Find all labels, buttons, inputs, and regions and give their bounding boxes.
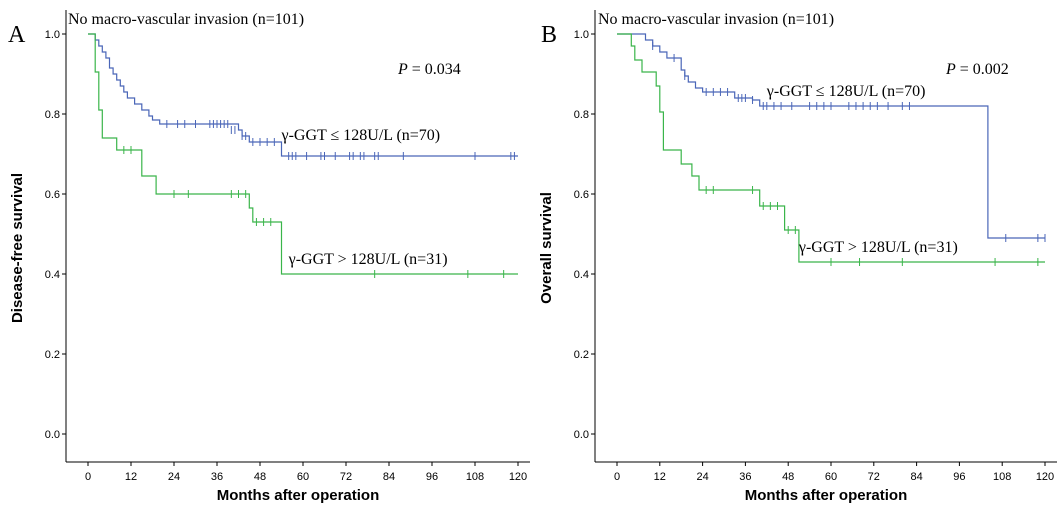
y-axis-title: Overall survival xyxy=(538,192,555,304)
panel-letter: A xyxy=(8,22,26,48)
x-tick-label: 24 xyxy=(168,471,180,483)
series-low-ggt: γ-GGT ≤ 128U/L (n=70) xyxy=(617,33,1046,242)
series-label: γ-GGT > 128U/L (n=31) xyxy=(288,251,448,268)
x-tick-label: 120 xyxy=(509,471,527,483)
x-tick-label: 84 xyxy=(910,471,922,483)
y-tick-label: 0.4 xyxy=(45,269,60,281)
chart-title: No macro-vascular invasion (n=101) xyxy=(598,11,834,28)
y-tick-label: 0.4 xyxy=(574,269,589,281)
y-tick-label: 0.0 xyxy=(574,429,589,441)
series-label: γ-GGT ≤ 128U/L (n=70) xyxy=(281,127,441,144)
x-tick-label: 96 xyxy=(953,471,965,483)
y-tick-label: 0.6 xyxy=(574,189,589,201)
p-value-text: = 0.034 xyxy=(412,61,461,78)
y-tick-label: 0.6 xyxy=(45,189,60,201)
y-tick-label: 0.8 xyxy=(45,109,60,121)
x-tick-label: 12 xyxy=(125,471,137,483)
x-tick-label: 84 xyxy=(383,471,395,483)
y-tick-label: 0.2 xyxy=(45,349,60,361)
x-axis-title: Months after operation xyxy=(745,487,908,504)
x-tick-label: 72 xyxy=(340,471,352,483)
series-label: γ-GGT > 128U/L (n=31) xyxy=(798,239,958,256)
x-tick-label: 72 xyxy=(868,471,880,483)
series-label: γ-GGT ≤ 128U/L (n=70) xyxy=(766,83,926,100)
p-value-label: P = 0.002 xyxy=(945,61,1009,78)
panel-b: 0.0 0.2 0.4 0.6 0.8 1.0 0 12 24 36 48 60 72 84 96 108 12… xyxy=(538,10,1057,504)
survival-curve xyxy=(88,33,518,157)
p-value-text: = 0.002 xyxy=(960,61,1009,78)
p-value-label: P = 0.034 xyxy=(397,61,461,78)
p-symbol: P xyxy=(397,61,408,78)
x-tick-label: 12 xyxy=(654,471,666,483)
chart-title: No macro-vascular invasion (n=101) xyxy=(68,11,304,28)
x-tick-label: 60 xyxy=(297,471,309,483)
x-tick-label: 36 xyxy=(211,471,223,483)
x-axis-title: Months after operation xyxy=(217,487,380,504)
series-high-ggt: γ-GGT > 128U/L (n=31) xyxy=(88,33,518,278)
survival-curve xyxy=(88,33,518,275)
y-axis-title: Disease-free survival xyxy=(9,173,26,323)
x-tick-label: 120 xyxy=(1036,471,1054,483)
series-high-ggt: γ-GGT > 128U/L (n=31) xyxy=(617,33,1045,266)
panel-a: 0.0 0.2 0.4 0.6 0.8 1.0 0 12 24 36 48 60 72 84 96 108 12… xyxy=(8,10,530,504)
y-tick-label: 0.8 xyxy=(574,109,589,121)
x-tick-label: 108 xyxy=(466,471,484,483)
x-tick-label: 36 xyxy=(739,471,751,483)
y-tick-label: 1.0 xyxy=(574,29,589,41)
survival-curve xyxy=(617,33,1045,263)
x-tick-label: 108 xyxy=(993,471,1011,483)
y-tick-label: 0.2 xyxy=(574,349,589,361)
y-tick-label: 1.0 xyxy=(45,29,60,41)
series-low-ggt: γ-GGT ≤ 128U/L (n=70) xyxy=(88,33,518,160)
x-tick-label: 60 xyxy=(825,471,837,483)
x-tick-label: 24 xyxy=(696,471,708,483)
x-tick-label: 96 xyxy=(426,471,438,483)
x-tick-label: 0 xyxy=(614,471,620,483)
x-tick-label: 48 xyxy=(782,471,794,483)
x-tick-label: 48 xyxy=(254,471,266,483)
y-tick-label: 0.0 xyxy=(45,429,60,441)
survival-curve xyxy=(617,33,1045,239)
x-tick-label: 0 xyxy=(85,471,91,483)
panel-letter: B xyxy=(541,22,557,48)
p-symbol: P xyxy=(945,61,956,78)
